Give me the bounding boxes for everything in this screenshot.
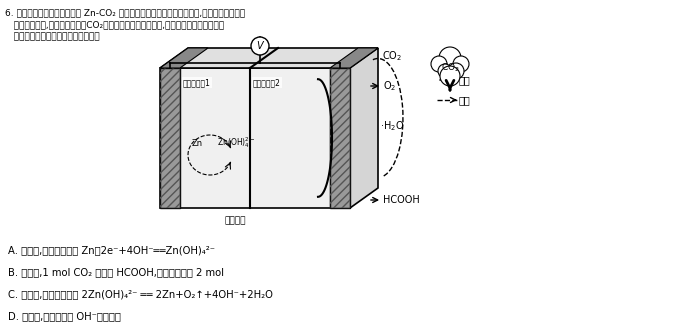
Text: ·H$_2$O: ·H$_2$O [380,119,405,133]
Polygon shape [160,48,378,68]
Polygon shape [330,68,350,208]
Text: 6. 科学家近年发明了一种新型 Zn-CO₂ 水介质电池、电池示意图如图所示,电极为金属锌和选: 6. 科学家近年发明了一种新型 Zn-CO₂ 水介质电池、电池示意图如图所示,电… [5,8,245,17]
Polygon shape [330,48,378,68]
Text: Zn: Zn [191,138,202,148]
Text: V: V [257,41,263,51]
Circle shape [251,37,269,55]
Text: B. 放电时,1 mol CO₂ 转化为 HCOOH,转移电子数为 2 mol: B. 放电时,1 mol CO₂ 转化为 HCOOH,转移电子数为 2 mol [8,267,224,277]
Circle shape [448,63,464,79]
Text: 电解质溶液2: 电解质溶液2 [253,78,281,87]
Text: C. 充电时,电池总反应为 2Zn(OH)₄²⁻ ══ 2Zn+O₂↑+4OH⁻+2H₂O: C. 充电时,电池总反应为 2Zn(OH)₄²⁻ ══ 2Zn+O₂↑+4OH⁻… [8,289,273,299]
Polygon shape [160,48,208,68]
Text: CO$_2$: CO$_2$ [382,49,402,63]
Circle shape [453,56,469,72]
Text: 电解质溶液1: 电解质溶液1 [183,78,211,87]
Text: 供了一种新途径。下列说法错误的是: 供了一种新途径。下列说法错误的是 [5,32,99,41]
Text: Zn(OH)$_4^{2-}$: Zn(OH)$_4^{2-}$ [217,135,256,151]
Circle shape [440,66,460,86]
Text: O$_2$: O$_2$ [383,79,396,93]
Circle shape [439,47,461,69]
Text: HCOOH: HCOOH [383,195,420,205]
Text: 双极隔膜: 双极隔膜 [224,216,246,225]
Polygon shape [160,68,180,208]
Text: 择性催化材料,放电时温室气体CO₂被还原为氢氧物质甲酸等,为解决远境和能源问题提: 择性催化材料,放电时温室气体CO₂被还原为氢氧物质甲酸等,为解决远境和能源问题提 [5,20,224,29]
Polygon shape [350,48,378,208]
Polygon shape [160,68,350,208]
Text: 充电: 充电 [459,95,470,105]
Text: D. 充电时,正极溶液中 OH⁻浓度升高: D. 充电时,正极溶液中 OH⁻浓度升高 [8,311,121,321]
Text: A. 放电时,负极反应式为 Zn－2e⁻+4OH⁻══Zn(OH)₄²⁻: A. 放电时,负极反应式为 Zn－2e⁻+4OH⁻══Zn(OH)₄²⁻ [8,245,215,255]
Circle shape [438,64,452,78]
Text: CO$_2$: CO$_2$ [440,62,459,74]
Circle shape [431,56,447,72]
Text: 放电: 放电 [459,75,470,85]
